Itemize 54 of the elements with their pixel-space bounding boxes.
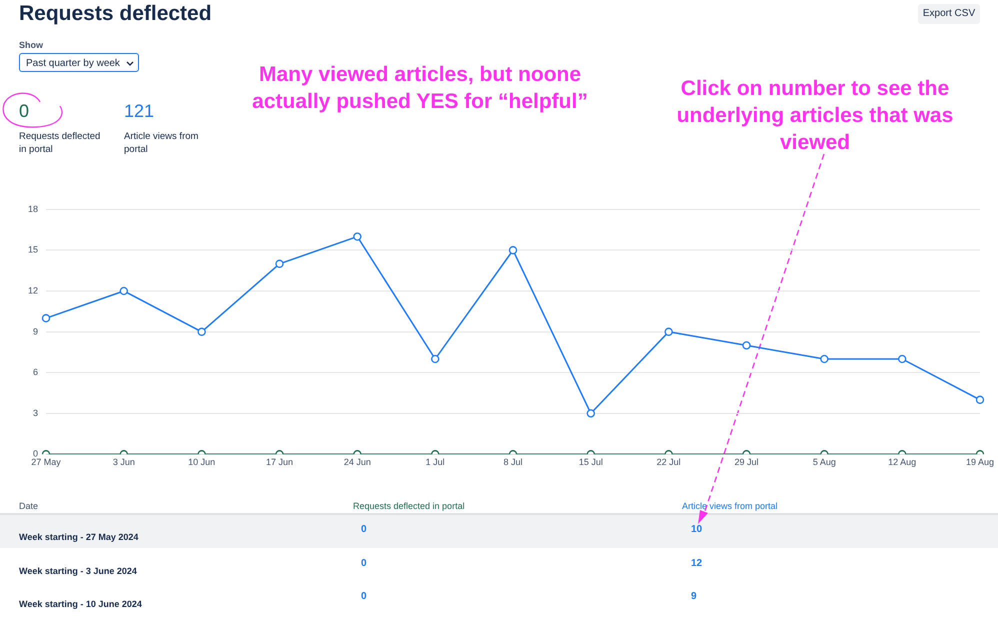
x-tick-label: 3 Jun <box>112 457 135 468</box>
x-tick-label: 24 Jun <box>344 457 371 468</box>
text: Week starting - 10 June 2024 <box>19 599 142 609</box>
text: 0 <box>361 591 367 602</box>
text: Requests deflected in portal <box>353 501 465 511</box>
y-tick-label: 3 <box>32 408 38 418</box>
point <box>820 354 828 364</box>
text: Article views from portal <box>124 131 198 155</box>
point <box>42 314 50 322</box>
text: 121 <box>124 101 154 122</box>
text: Date <box>19 501 38 511</box>
y-tick-label: 18 <box>28 204 38 214</box>
point <box>742 341 751 350</box>
text: Week starting - 3 June 2024 <box>19 566 137 576</box>
y-tick-label: 15 <box>28 244 38 255</box>
point <box>275 260 284 268</box>
x-tick-label: 8 Jul <box>504 457 523 468</box>
y-tick-label: 12 <box>28 285 38 296</box>
text: 0 <box>361 558 367 568</box>
y-tick-label: 6 <box>32 367 38 378</box>
point <box>586 409 595 418</box>
text: 12 <box>691 558 702 568</box>
chart-title: Requests deflected <box>19 2 212 26</box>
x-tick-label: 19 Aug <box>966 457 994 468</box>
text: Export CSV <box>918 4 980 24</box>
point <box>353 232 362 241</box>
point <box>664 328 673 336</box>
text: Show <box>19 40 43 50</box>
text: Many viewed articles, but noone actually pushed YES for “helpful” <box>251 62 589 115</box>
point <box>431 354 440 364</box>
x-tick-label: 5 Aug <box>812 457 836 468</box>
text: Article views from portal <box>682 501 778 511</box>
point <box>898 354 906 364</box>
point <box>120 286 128 296</box>
x-tick-label: 22 Jul <box>656 457 681 468</box>
text: Week starting - 27 May 2024 <box>19 532 138 542</box>
y-tick-label: 9 <box>32 326 38 336</box>
point <box>198 328 206 336</box>
x-tick-label: 29 Jul <box>734 457 759 468</box>
x-tick-label: 27 May <box>31 457 62 468</box>
text: Requests deflected in portal <box>19 131 100 155</box>
text: 10 <box>691 524 702 535</box>
text: Click on number to see the underlying articles that was viewed <box>676 76 954 156</box>
text: 0 <box>361 524 367 535</box>
text: 9 <box>691 591 697 602</box>
y-tick-label: 0 <box>32 448 38 459</box>
x-tick-label: 17 Jun <box>266 457 294 468</box>
x-tick-label: 15 Jul <box>578 457 603 468</box>
x-tick-label: 1 Jul <box>426 457 445 468</box>
point <box>976 396 984 404</box>
text: Past quarter by week <box>19 53 139 72</box>
x-tick-label: 10 Jun <box>188 457 216 468</box>
point <box>508 246 518 254</box>
x-tick-label: 12 Aug <box>888 457 916 468</box>
